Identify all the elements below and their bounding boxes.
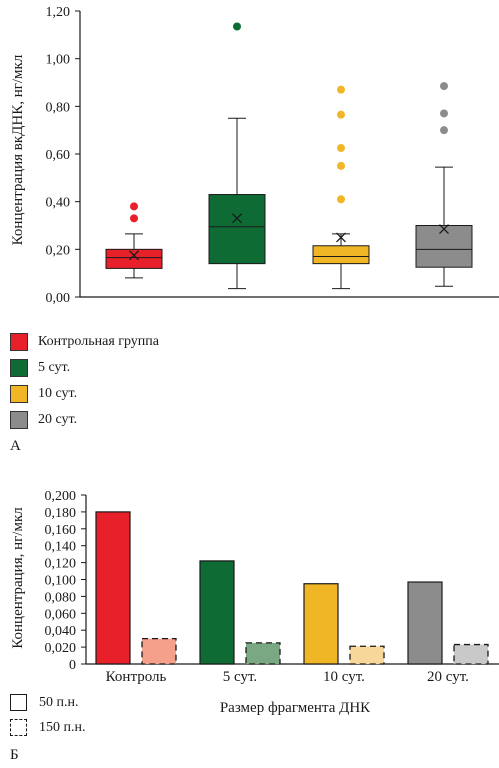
box: [312, 245, 370, 265]
y-tick-label: 0,140: [45, 540, 77, 555]
x-tick-label: Контроль: [106, 669, 167, 685]
legend-item: 5 сут.: [10, 355, 159, 381]
y-tick-label: 0,040: [45, 624, 77, 639]
x-tick-label: 10 сут.: [323, 669, 365, 685]
bar-150bp: [453, 643, 489, 665]
legend-item: 10 сут.: [10, 381, 159, 407]
legend-swatch-red: [10, 333, 28, 351]
legend-label: 5 сут.: [38, 360, 71, 375]
legend-item: 20 сут.: [10, 407, 159, 433]
outlier-point: [337, 144, 345, 153]
legend-label: 20 сут.: [38, 412, 78, 427]
mean-marker: [336, 232, 346, 243]
bar-50bp: [303, 583, 339, 665]
y-tick-label: 0,20: [46, 243, 71, 258]
bar-50bp: [407, 581, 443, 665]
mean-marker: [439, 224, 449, 235]
box: [415, 225, 473, 268]
box: [105, 248, 163, 269]
legend-item: 50 п.н.: [10, 690, 85, 715]
outlier-point: [130, 214, 138, 223]
y-tick-label: 0,160: [45, 523, 77, 538]
y-tick-label: 0,060: [45, 607, 77, 622]
y-tick-label: 0,020: [45, 641, 77, 656]
mean-marker: [232, 213, 242, 224]
y-tick-label: 0,120: [45, 557, 77, 572]
bar-50bp: [199, 560, 235, 665]
box-plot-chart: Концентрация вкДНК, нг/мкл 0,00 0,20 0,40 0…: [10, 5, 499, 306]
outlier-point: [440, 126, 448, 135]
legend-label: Контрольная группа: [38, 334, 160, 349]
outlier-point: [440, 109, 448, 118]
outlier-point: [337, 110, 345, 119]
bar-150bp: [141, 637, 177, 665]
y-tick-label: 0,00: [46, 291, 71, 306]
legend-label: 50 п.н.: [39, 694, 79, 710]
y-tick-label: 0,200: [45, 489, 77, 504]
y-tick-label: 0: [69, 658, 76, 673]
legend-item: 150 п.н.: [10, 715, 85, 740]
bar-150bp: [349, 645, 385, 665]
legend-item: Контрольная группа: [10, 329, 159, 355]
x-tick-label: 20 сут.: [427, 669, 469, 685]
outlier-point: [440, 82, 448, 91]
y-tick-label: 1,00: [46, 53, 71, 68]
solid-outline-icon: [10, 694, 27, 711]
y-tick-label: 0,40: [46, 196, 71, 211]
y-tick-label: 0,80: [46, 100, 71, 115]
outlier-point: [337, 195, 345, 204]
legend-label: 150 п.н.: [39, 719, 86, 735]
box: [208, 194, 266, 265]
bar-chart: Концентрация, нг/мкл Размер фрагмента ДН…: [10, 489, 499, 716]
x-axis-title: Размер фрагмента ДНК: [220, 700, 371, 716]
y-axis-title: Концентрация вкДНК, нг/мкл: [10, 54, 26, 245]
x-tick-label: 5 сут.: [223, 669, 257, 685]
bar-50bp: [95, 511, 131, 665]
outlier-point: [337, 161, 345, 170]
panel-label-b: Б: [10, 747, 19, 763]
outlier-point: [337, 85, 345, 94]
legend-swatch-green: [10, 359, 28, 377]
y-tick-label: 0,180: [45, 506, 77, 521]
legend-swatch-gray: [10, 411, 28, 429]
legend-label: 10 сут.: [38, 386, 78, 401]
outlier-point: [233, 22, 241, 31]
mean-marker: [129, 250, 139, 261]
y-tick-label: 0,080: [45, 590, 77, 605]
outlier-point: [130, 202, 138, 211]
legend-b: 50 п.н. 150 п.н.: [10, 690, 85, 740]
y-tick-label: 0,100: [45, 574, 77, 589]
legend-swatch-yellow: [10, 385, 28, 403]
y-axis-title: Концентрация, нг/мкл: [10, 507, 26, 649]
y-tick-label: 1,20: [46, 5, 71, 20]
panel-label-a: А: [10, 438, 21, 454]
y-tick-label: 0,60: [46, 148, 71, 163]
legend-a: Контрольная группа 5 сут. 10 сут. 20 сут…: [10, 329, 159, 433]
dashed-outline-icon: [10, 719, 27, 736]
bar-150bp: [245, 642, 281, 665]
